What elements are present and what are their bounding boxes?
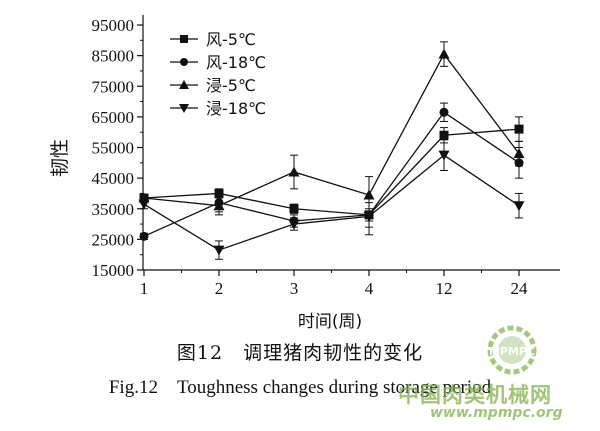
series-line xyxy=(143,52,520,207)
legend-label: 浸-5℃ xyxy=(206,76,256,95)
toughness-chart: 15000 25000 35000 45000 55000 65000 75000 85000… xyxy=(49,15,560,331)
y-tick-label: 45000 xyxy=(92,169,135,188)
y-tick-label: 25000 xyxy=(92,230,135,249)
series-line xyxy=(143,154,520,251)
data-point xyxy=(439,130,449,140)
y-tick-label: 65000 xyxy=(92,108,135,127)
x-tick-label: 3 xyxy=(290,279,299,298)
y-tick-label: 15000 xyxy=(92,261,135,280)
x-axis-ticks: 1 2 3 4 12 24 xyxy=(140,270,528,298)
data-point xyxy=(363,189,375,200)
legend-marker xyxy=(180,58,188,66)
legend: 风-5℃ 风-18℃ 浸-5℃ 浸-18℃ xyxy=(170,30,266,118)
y-tick-label: 35000 xyxy=(92,200,135,219)
data-point xyxy=(289,204,299,214)
legend-label: 风-5℃ xyxy=(206,30,256,49)
series-3 xyxy=(138,41,525,216)
data-point xyxy=(288,219,300,230)
x-tick-label: 4 xyxy=(365,279,374,298)
data-point xyxy=(138,199,150,210)
data-point xyxy=(513,148,525,159)
watermark-site-name: 中国肉类机械网 xyxy=(398,383,552,407)
watermark-url: www.mpmpc.org xyxy=(430,405,563,421)
series-4 xyxy=(138,139,525,260)
series-1 xyxy=(139,116,524,222)
watermark-logo-text: MPMPC xyxy=(489,345,535,358)
y-axis-ticks: 15000 25000 35000 45000 55000 65000 75000 85000… xyxy=(92,16,143,280)
data-point xyxy=(514,124,524,134)
x-tick-label: 12 xyxy=(436,279,453,298)
chart-axes xyxy=(142,15,560,271)
data-point xyxy=(363,211,375,222)
x-tick-label: 2 xyxy=(215,279,224,298)
data-point xyxy=(139,231,149,241)
data-point xyxy=(213,200,225,211)
y-tick-label: 85000 xyxy=(92,47,135,66)
x-tick-label: 1 xyxy=(140,279,149,298)
data-point xyxy=(213,245,225,256)
data-point xyxy=(438,150,450,161)
y-tick-label: 75000 xyxy=(92,77,135,96)
figure-caption-english: Fig.12 Toughness changes during storage … xyxy=(108,377,492,398)
legend-label: 风-18℃ xyxy=(206,53,266,72)
x-axis-label: 时间(周) xyxy=(298,312,362,331)
series-layer xyxy=(138,41,525,260)
x-tick-label: 24 xyxy=(511,279,529,298)
watermark-logo: MPMPC xyxy=(487,325,537,375)
y-tick-label: 95000 xyxy=(92,16,135,35)
legend-marker xyxy=(179,80,189,89)
legend-marker xyxy=(179,104,189,113)
y-tick-label: 55000 xyxy=(92,139,135,158)
series-line xyxy=(143,111,520,237)
data-point xyxy=(513,201,525,212)
legend-label: 浸-18℃ xyxy=(206,99,266,118)
data-point xyxy=(439,107,449,117)
data-point xyxy=(438,48,450,59)
legend-marker xyxy=(180,35,188,43)
y-axis-label: 韧性 xyxy=(49,139,71,177)
series-line xyxy=(143,128,520,216)
data-point xyxy=(288,166,300,177)
figure-caption-chinese: 图12 调理猪肉韧性的变化 xyxy=(176,342,424,364)
